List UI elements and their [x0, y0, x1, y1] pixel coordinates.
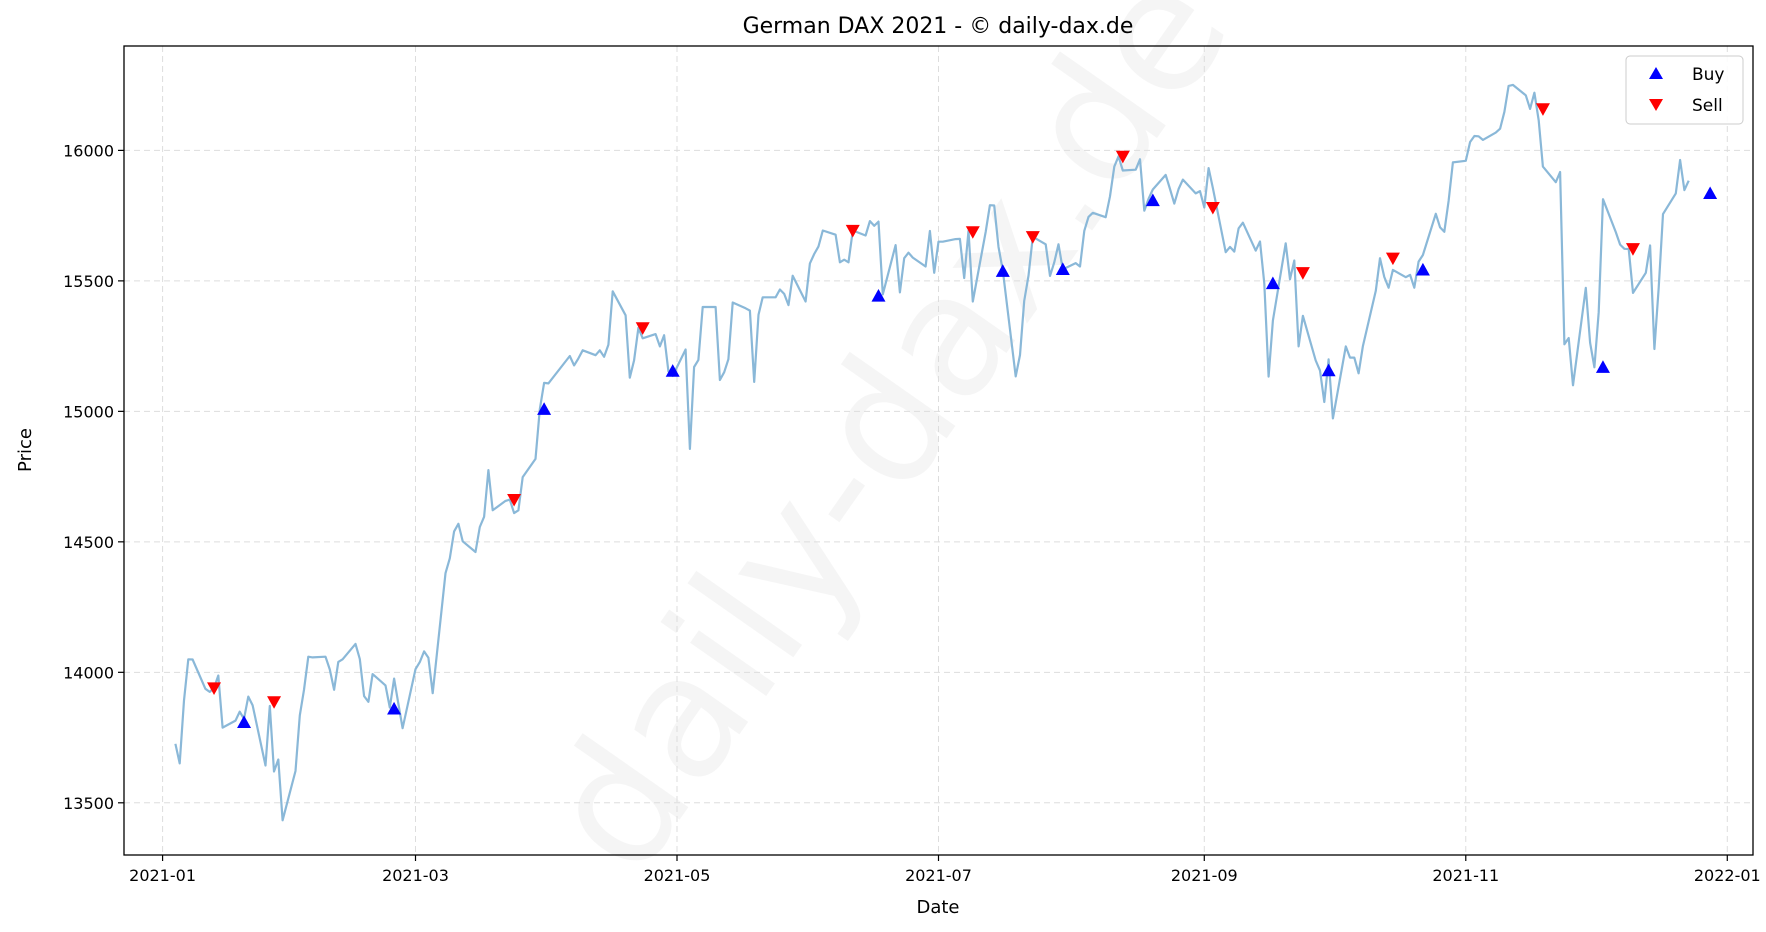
y-tick-label: 16000 — [63, 141, 114, 160]
buy-marker — [1055, 262, 1070, 275]
legend-buy-marker — [1649, 67, 1663, 79]
sell-marker — [635, 322, 650, 335]
sell-marker — [1025, 231, 1040, 244]
x-tick-label: 2021-05 — [644, 866, 711, 885]
legend-sell-marker — [1649, 99, 1663, 111]
buy-marker — [665, 364, 680, 377]
buy-marker — [995, 264, 1010, 277]
legend-box — [1625, 55, 1744, 125]
sell-marker — [1385, 252, 1400, 266]
watermark-text: daily-dax.de — [507, 0, 1268, 906]
y-tick-label: 14500 — [63, 533, 114, 552]
legend-sell-label: Sell — [1692, 96, 1723, 116]
buy-marker — [537, 402, 552, 415]
y-tick-label: 13500 — [63, 794, 114, 813]
sell-marker — [1115, 150, 1130, 164]
buy-marker — [1415, 262, 1430, 276]
y-axis-label: Price — [15, 428, 36, 472]
price-series — [174, 83, 1690, 822]
sell-marker — [1295, 267, 1310, 280]
buy-marker — [1703, 186, 1718, 200]
x-tick-label: 2022-01 — [1694, 866, 1761, 885]
sell-marker — [207, 682, 222, 695]
sell-marker — [845, 224, 860, 238]
x-axis-label: Date — [916, 897, 959, 918]
y-tick-label: 14000 — [63, 663, 114, 682]
buy-marker — [1145, 193, 1160, 207]
y-tick-label: 15500 — [63, 272, 114, 291]
buy-marker — [387, 701, 402, 715]
sell-marker — [1625, 243, 1640, 256]
sell-marker — [965, 226, 980, 239]
chart-title: German DAX 2021 - © daily-dax.de — [743, 14, 1134, 39]
buy-marker — [1321, 363, 1336, 377]
axis-ticks: 2021-01 2021-03 2021-05 2021-07 2021-09 2021-… — [63, 141, 1761, 885]
sell-marker — [267, 696, 282, 709]
y-tick-label: 15000 — [63, 402, 114, 421]
buy-marker — [1265, 276, 1280, 290]
buy-marker — [871, 289, 886, 302]
x-tick-label: 2021-07 — [905, 866, 972, 885]
buy-marker — [1595, 360, 1610, 373]
legend: Buy Sell — [1625, 55, 1744, 125]
signal-markers — [207, 103, 1718, 729]
price-line — [174, 83, 1690, 822]
watermark: daily-dax.de — [507, 0, 1268, 906]
sell-marker — [1535, 103, 1550, 116]
legend-buy-label: Buy — [1692, 65, 1725, 85]
x-tick-label: 2021-11 — [1432, 866, 1499, 885]
sell-marker — [1205, 201, 1220, 215]
x-tick-label: 2021-09 — [1171, 866, 1238, 885]
grid — [124, 46, 1753, 855]
x-tick-label: 2021-03 — [382, 866, 449, 885]
sell-marker — [507, 493, 522, 507]
buy-marker — [237, 715, 252, 729]
x-tick-label: 2021-01 — [129, 866, 196, 885]
